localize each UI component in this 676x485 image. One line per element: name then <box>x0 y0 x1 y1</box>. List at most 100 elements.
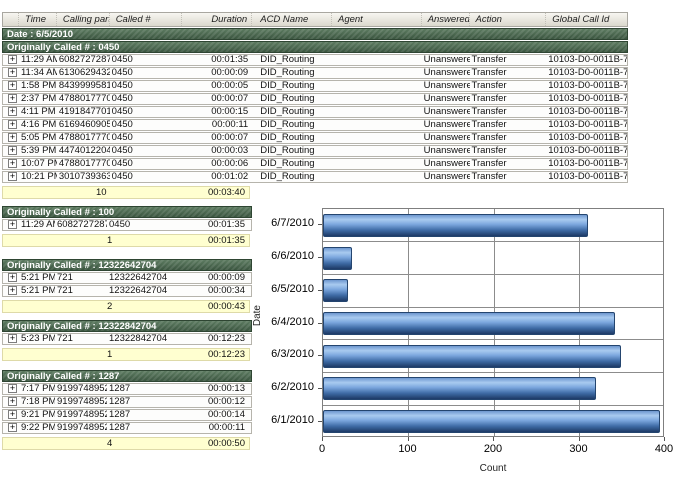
column-header-Time: Time <box>19 13 57 26</box>
cell-global-call-id: 10103-D0-0011B-774 <box>548 133 627 143</box>
cell-action: Transfer <box>471 55 507 65</box>
gridline-horizontal <box>323 241 663 243</box>
group-sections: Originally Called # : 100+11:29 AM608272… <box>2 205 252 450</box>
cell-answered: Unanswered <box>423 159 470 169</box>
cell-acd-name: DID_Routing <box>260 133 315 143</box>
expand-row-icon[interactable]: + <box>8 397 17 406</box>
expand-row-icon[interactable]: + <box>8 273 17 282</box>
cell-duration: 00:00:15 <box>211 107 249 117</box>
group-summary-row: 2 00:00:43 <box>2 300 250 313</box>
expand-row-icon[interactable]: + <box>8 107 17 116</box>
expand-cell: + <box>3 384 19 394</box>
cell-duration: 00:00:05 <box>211 81 249 91</box>
expand-row-icon[interactable]: + <box>8 172 17 181</box>
expand-row-icon[interactable]: + <box>8 423 17 432</box>
group-table-row: +5:21 PM 721 12322642704 00:00:34 <box>2 285 252 297</box>
cell-action: Transfer <box>471 159 507 169</box>
cell-duration: 00:00:12 <box>208 397 245 407</box>
y-tick-mark <box>318 257 322 259</box>
y-tick-mark <box>318 387 322 389</box>
cell-time: 5:21 PM <box>21 286 55 296</box>
cell-agent <box>332 172 422 182</box>
cell-time: 2:37 PM <box>20 94 57 104</box>
y-tick-label: 6/5/2010 <box>271 282 314 295</box>
cell-calling-party: 9199748952 <box>57 397 107 407</box>
cell-duration: 00:12:23 <box>208 334 245 344</box>
expand-row-icon[interactable]: + <box>8 94 17 103</box>
expand-cell: + <box>3 133 19 143</box>
x-tick-label: 200 <box>483 443 503 455</box>
cell-acd-name: DID_Routing <box>260 107 315 117</box>
group-banner-label: Originally Called # : 12322642704 <box>7 260 157 271</box>
cell-called: 1287 <box>109 384 131 394</box>
expand-row-icon[interactable]: + <box>8 81 17 90</box>
cell-called: 0450 <box>111 94 133 104</box>
cell-agent <box>332 146 422 156</box>
table-row: +11:34 AM 6130629432 0450 00:00:09 DID_Routi… <box>2 67 628 79</box>
group-section: Originally Called # : 1287 +7:17 PM 919974… <box>2 370 252 450</box>
expand-row-icon[interactable]: + <box>8 286 17 295</box>
expand-cell: + <box>3 220 19 230</box>
expand-row-icon[interactable]: + <box>8 68 17 77</box>
cell-answered: Unanswered <box>423 68 470 78</box>
summary-call-count: 1 <box>107 349 113 360</box>
group-table-row: +9:21 PM 9199748952 1287 00:00:14 <box>2 409 252 421</box>
column-header-Answered: Answered <box>422 13 470 26</box>
expand-row-icon[interactable]: + <box>8 146 17 155</box>
cell-called: 0450 <box>109 220 131 230</box>
cell-calling-party: 6130629432 <box>58 68 110 78</box>
expand-row-icon[interactable]: + <box>8 410 17 419</box>
table-row: +5:05 PM 4788017770 0450 00:00:07 DID_Routin… <box>2 132 628 144</box>
bar-6-1-2010 <box>323 410 660 434</box>
cell-time: 11:29 AM <box>20 55 57 65</box>
cell-agent <box>332 94 422 104</box>
cell-agent <box>332 133 422 143</box>
expand-row-icon[interactable]: + <box>8 220 17 229</box>
expand-row-icon[interactable]: + <box>8 159 17 168</box>
cell-global-call-id: 10103-D0-0011B-77E <box>548 159 627 169</box>
group-summary-row: 1 00:12:23 <box>2 348 250 361</box>
table-row: +5:39 PM 4474012204 0450 00:00:03 DID_Routin… <box>2 145 628 157</box>
column-header-Called #: Called # <box>110 13 183 26</box>
cell-called: 12322842704 <box>109 334 168 344</box>
y-tick-label: 6/3/2010 <box>271 348 314 361</box>
expand-row-icon[interactable]: + <box>8 55 17 64</box>
cell-answered: Unanswered <box>423 146 470 156</box>
group-banner-0450: Originally Called # : 0450 <box>2 41 628 53</box>
cell-agent <box>332 120 422 130</box>
expand-row-icon[interactable]: + <box>8 384 17 393</box>
expand-row-icon[interactable]: + <box>8 133 17 142</box>
cell-acd-name: DID_Routing <box>260 55 315 65</box>
expand-cell: + <box>3 107 19 117</box>
cell-action: Transfer <box>471 107 507 117</box>
cell-called: 0450 <box>111 146 133 156</box>
column-header-Action: Action <box>470 13 547 26</box>
cell-action: Transfer <box>471 94 507 104</box>
summary-total-duration: 00:01:35 <box>208 235 245 246</box>
y-tick-mark <box>318 224 322 226</box>
cell-duration: 00:01:35 <box>208 220 245 230</box>
cell-calling-party: 721 <box>57 334 73 344</box>
y-tick-mark <box>318 322 322 324</box>
cell-acd-name: DID_Routing <box>260 81 315 91</box>
cell-action: Transfer <box>471 146 507 156</box>
expand-row-icon[interactable]: + <box>8 120 17 129</box>
summary-call-count: 4 <box>107 438 113 449</box>
cell-action: Transfer <box>471 172 507 182</box>
cell-calling-party: 9199748952 <box>57 423 107 433</box>
expand-cell: + <box>3 423 19 433</box>
expand-row-icon[interactable]: + <box>8 334 17 343</box>
group-banner: Originally Called # : 1287 <box>2 370 252 382</box>
cell-acd-name: DID_Routing <box>260 120 315 130</box>
cell-called: 1287 <box>109 410 131 420</box>
column-header-Agent: Agent <box>332 13 422 26</box>
cell-agent <box>332 55 422 65</box>
column-header-Duration: Duration <box>182 13 253 26</box>
expand-cell: + <box>3 146 19 156</box>
cell-acd-name: DID_Routing <box>260 172 315 182</box>
table-body: +11:29 AM 6082727287 0450 00:01:35 DID_Routi… <box>2 54 628 183</box>
expand-cell: + <box>3 81 19 91</box>
